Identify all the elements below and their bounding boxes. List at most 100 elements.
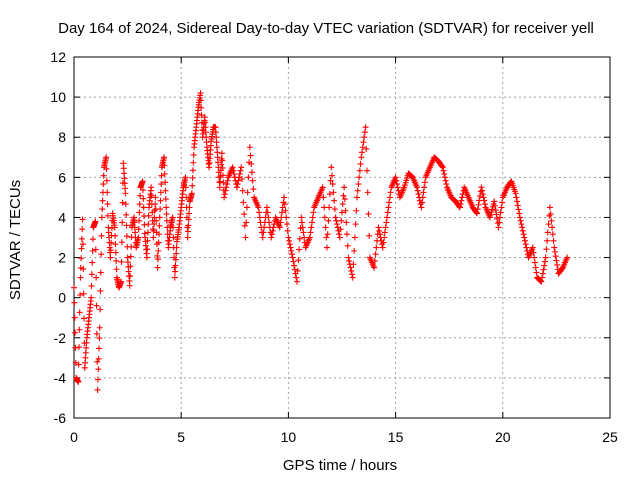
data-point [135, 234, 142, 241]
data-point [135, 226, 142, 233]
data-point [363, 145, 370, 152]
data-point [279, 204, 286, 211]
data-point [328, 164, 335, 171]
data-point [121, 170, 128, 177]
data-point [489, 206, 496, 213]
data-point [371, 264, 378, 271]
y-tick-label: 0 [58, 290, 66, 306]
data-point [122, 201, 129, 208]
data-point [71, 299, 78, 306]
data-point [309, 214, 316, 221]
data-point [172, 268, 179, 275]
data-point [331, 206, 338, 213]
data-point [341, 196, 348, 203]
data-point [494, 215, 501, 222]
data-point [385, 204, 392, 211]
data-point [548, 217, 555, 224]
x-tick-labels: 0 5 10 15 20 25 [70, 429, 618, 445]
data-point [321, 214, 328, 221]
data-point [521, 237, 528, 244]
data-point [99, 197, 106, 204]
data-point [156, 214, 163, 221]
data-point [418, 204, 425, 211]
data-point [269, 227, 276, 234]
data-point [71, 314, 78, 321]
data-point [120, 160, 127, 167]
data-point [162, 179, 169, 186]
data-point [351, 234, 358, 241]
data-point [163, 217, 170, 224]
data-point [392, 174, 399, 181]
data-point [346, 257, 353, 264]
data-point [494, 220, 501, 227]
data-point [336, 234, 343, 241]
data-point [544, 229, 551, 236]
data-point [93, 302, 100, 309]
data-point [296, 235, 303, 242]
data-point [298, 214, 305, 221]
data-point [150, 234, 157, 241]
data-point [113, 257, 120, 264]
data-point [153, 217, 160, 224]
data-point [375, 224, 382, 231]
data-point [112, 232, 119, 239]
data-point [112, 241, 119, 248]
data-point [108, 225, 115, 232]
data-point [107, 254, 114, 261]
data-point [214, 154, 221, 161]
data-point [289, 254, 296, 261]
data-point [376, 227, 383, 234]
data-point [299, 224, 306, 231]
data-point [287, 244, 294, 251]
data-point [382, 224, 389, 231]
data-point [357, 160, 364, 167]
data-point [518, 221, 525, 228]
data-point [354, 187, 361, 194]
data-point [88, 294, 95, 301]
y-axis-label: SDTVAR / TECUs [7, 180, 24, 300]
data-point [276, 224, 283, 231]
data-point [103, 165, 110, 172]
data-point [136, 217, 143, 224]
data-point [259, 234, 266, 241]
data-point [440, 167, 447, 174]
data-point [242, 234, 249, 241]
data-point [201, 114, 208, 121]
data-point [118, 258, 125, 265]
data-point [75, 378, 82, 385]
data-point [217, 178, 224, 185]
data-point [128, 243, 135, 250]
data-point [190, 159, 197, 166]
data-point [121, 180, 128, 187]
data-point [321, 204, 328, 211]
data-point [112, 249, 119, 256]
data-point [238, 176, 245, 183]
data-point [310, 209, 317, 216]
data-point [342, 207, 349, 214]
data-point [337, 226, 344, 233]
data-point [549, 224, 556, 231]
data-point [220, 179, 227, 186]
data-point [171, 274, 178, 281]
data-point [237, 167, 244, 174]
data-point [256, 214, 263, 221]
data-point [361, 134, 368, 141]
data-point [83, 339, 90, 346]
data-point [121, 175, 128, 182]
data-point [243, 219, 250, 226]
data-point [94, 376, 101, 383]
data-point [364, 167, 371, 174]
data-point [79, 216, 86, 223]
data-point [80, 290, 87, 297]
data-point [386, 194, 393, 201]
data-point [78, 245, 85, 252]
data-point [240, 199, 247, 206]
data-point [161, 154, 168, 161]
data-point [243, 204, 250, 211]
data-point [172, 256, 179, 263]
data-point [328, 172, 335, 179]
data-point [339, 209, 345, 216]
data-point [169, 214, 176, 221]
data-point [106, 244, 113, 251]
data-point [327, 177, 334, 184]
